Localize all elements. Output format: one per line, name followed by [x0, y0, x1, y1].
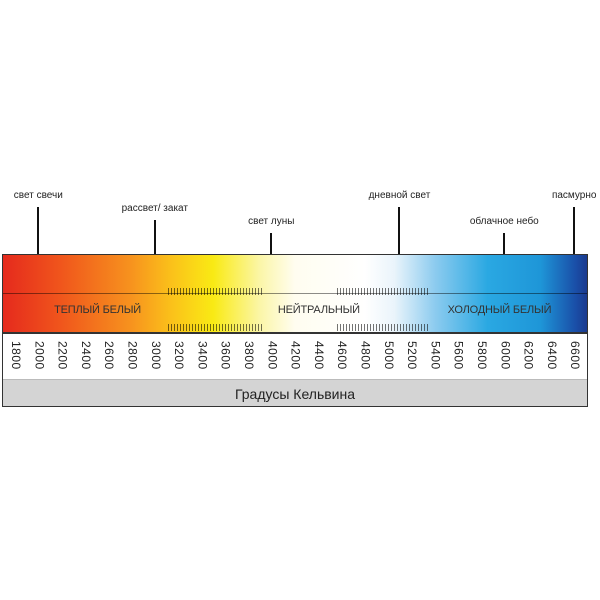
marker-line: [573, 207, 576, 274]
tick-label: 5200: [405, 341, 420, 370]
tick-label: 6600: [568, 341, 583, 370]
tick-label: 2200: [55, 341, 70, 370]
footer-bar: Градусы Кельвина: [3, 379, 587, 406]
transition-hatch: [168, 324, 263, 331]
tick-label: 4200: [288, 341, 303, 370]
marker-line: [503, 233, 506, 274]
marker-line: [270, 233, 273, 274]
band-border: [3, 332, 587, 334]
tick-label: 3400: [195, 341, 210, 370]
tick-label: 4600: [335, 341, 350, 370]
marker-label: облачное небо: [469, 216, 539, 227]
tick-label: 3600: [218, 341, 233, 370]
marker-label: рассвет/ закат: [121, 203, 188, 214]
marker-label: свет свечи: [13, 190, 63, 201]
tick-label: 6400: [544, 341, 559, 370]
marker-label: дневной свет: [368, 190, 431, 201]
tick-label: 2800: [125, 341, 140, 370]
kelvin-scale: ТЕПЛЫЙ БЕЛЫЙ НЕЙТРАЛЬНЫЙ ХОЛОДНЫЙ БЕЛЫЙ 18…: [2, 254, 588, 407]
tick-label: 5000: [381, 341, 396, 370]
transition-hatch: [337, 288, 429, 295]
tick-label: 5800: [475, 341, 489, 370]
tick-label: 5400: [428, 341, 443, 370]
tick-label: 5600: [451, 341, 466, 370]
color-gradient-band: [3, 255, 587, 333]
tick-label: 6000: [498, 341, 513, 370]
tick-label: 3000: [148, 341, 163, 370]
marker-line: [37, 207, 40, 274]
marker-line: [398, 207, 401, 274]
footer-label: Градусы Кельвина: [234, 386, 356, 402]
tick-label: 3800: [242, 341, 256, 370]
transition-hatch: [168, 288, 263, 295]
divider-line: [3, 293, 587, 294]
tick-label: 2600: [102, 341, 117, 370]
transition-hatch: [337, 324, 429, 331]
tick-label: 4000: [265, 341, 280, 370]
marker-line: [153, 220, 156, 274]
tick-label: 4400: [311, 341, 326, 370]
tick-label: 4800: [358, 341, 373, 370]
zone-label: ХОЛОДНЫЙ БЕЛЫЙ: [447, 304, 552, 316]
tick-label: 3200: [172, 341, 187, 370]
tick-label: 2400: [78, 341, 93, 370]
tick-label: 2000: [32, 341, 47, 370]
tick-label: 6200: [521, 341, 536, 370]
zone-label: НЕЙТРАЛЬНЫЙ: [277, 304, 360, 316]
tick-label: 1800: [9, 341, 23, 370]
marker-label: пасмурно: [551, 190, 597, 201]
zone-label: ТЕПЛЫЙ БЕЛЫЙ: [54, 304, 141, 316]
marker-label: свет луны: [248, 216, 295, 227]
